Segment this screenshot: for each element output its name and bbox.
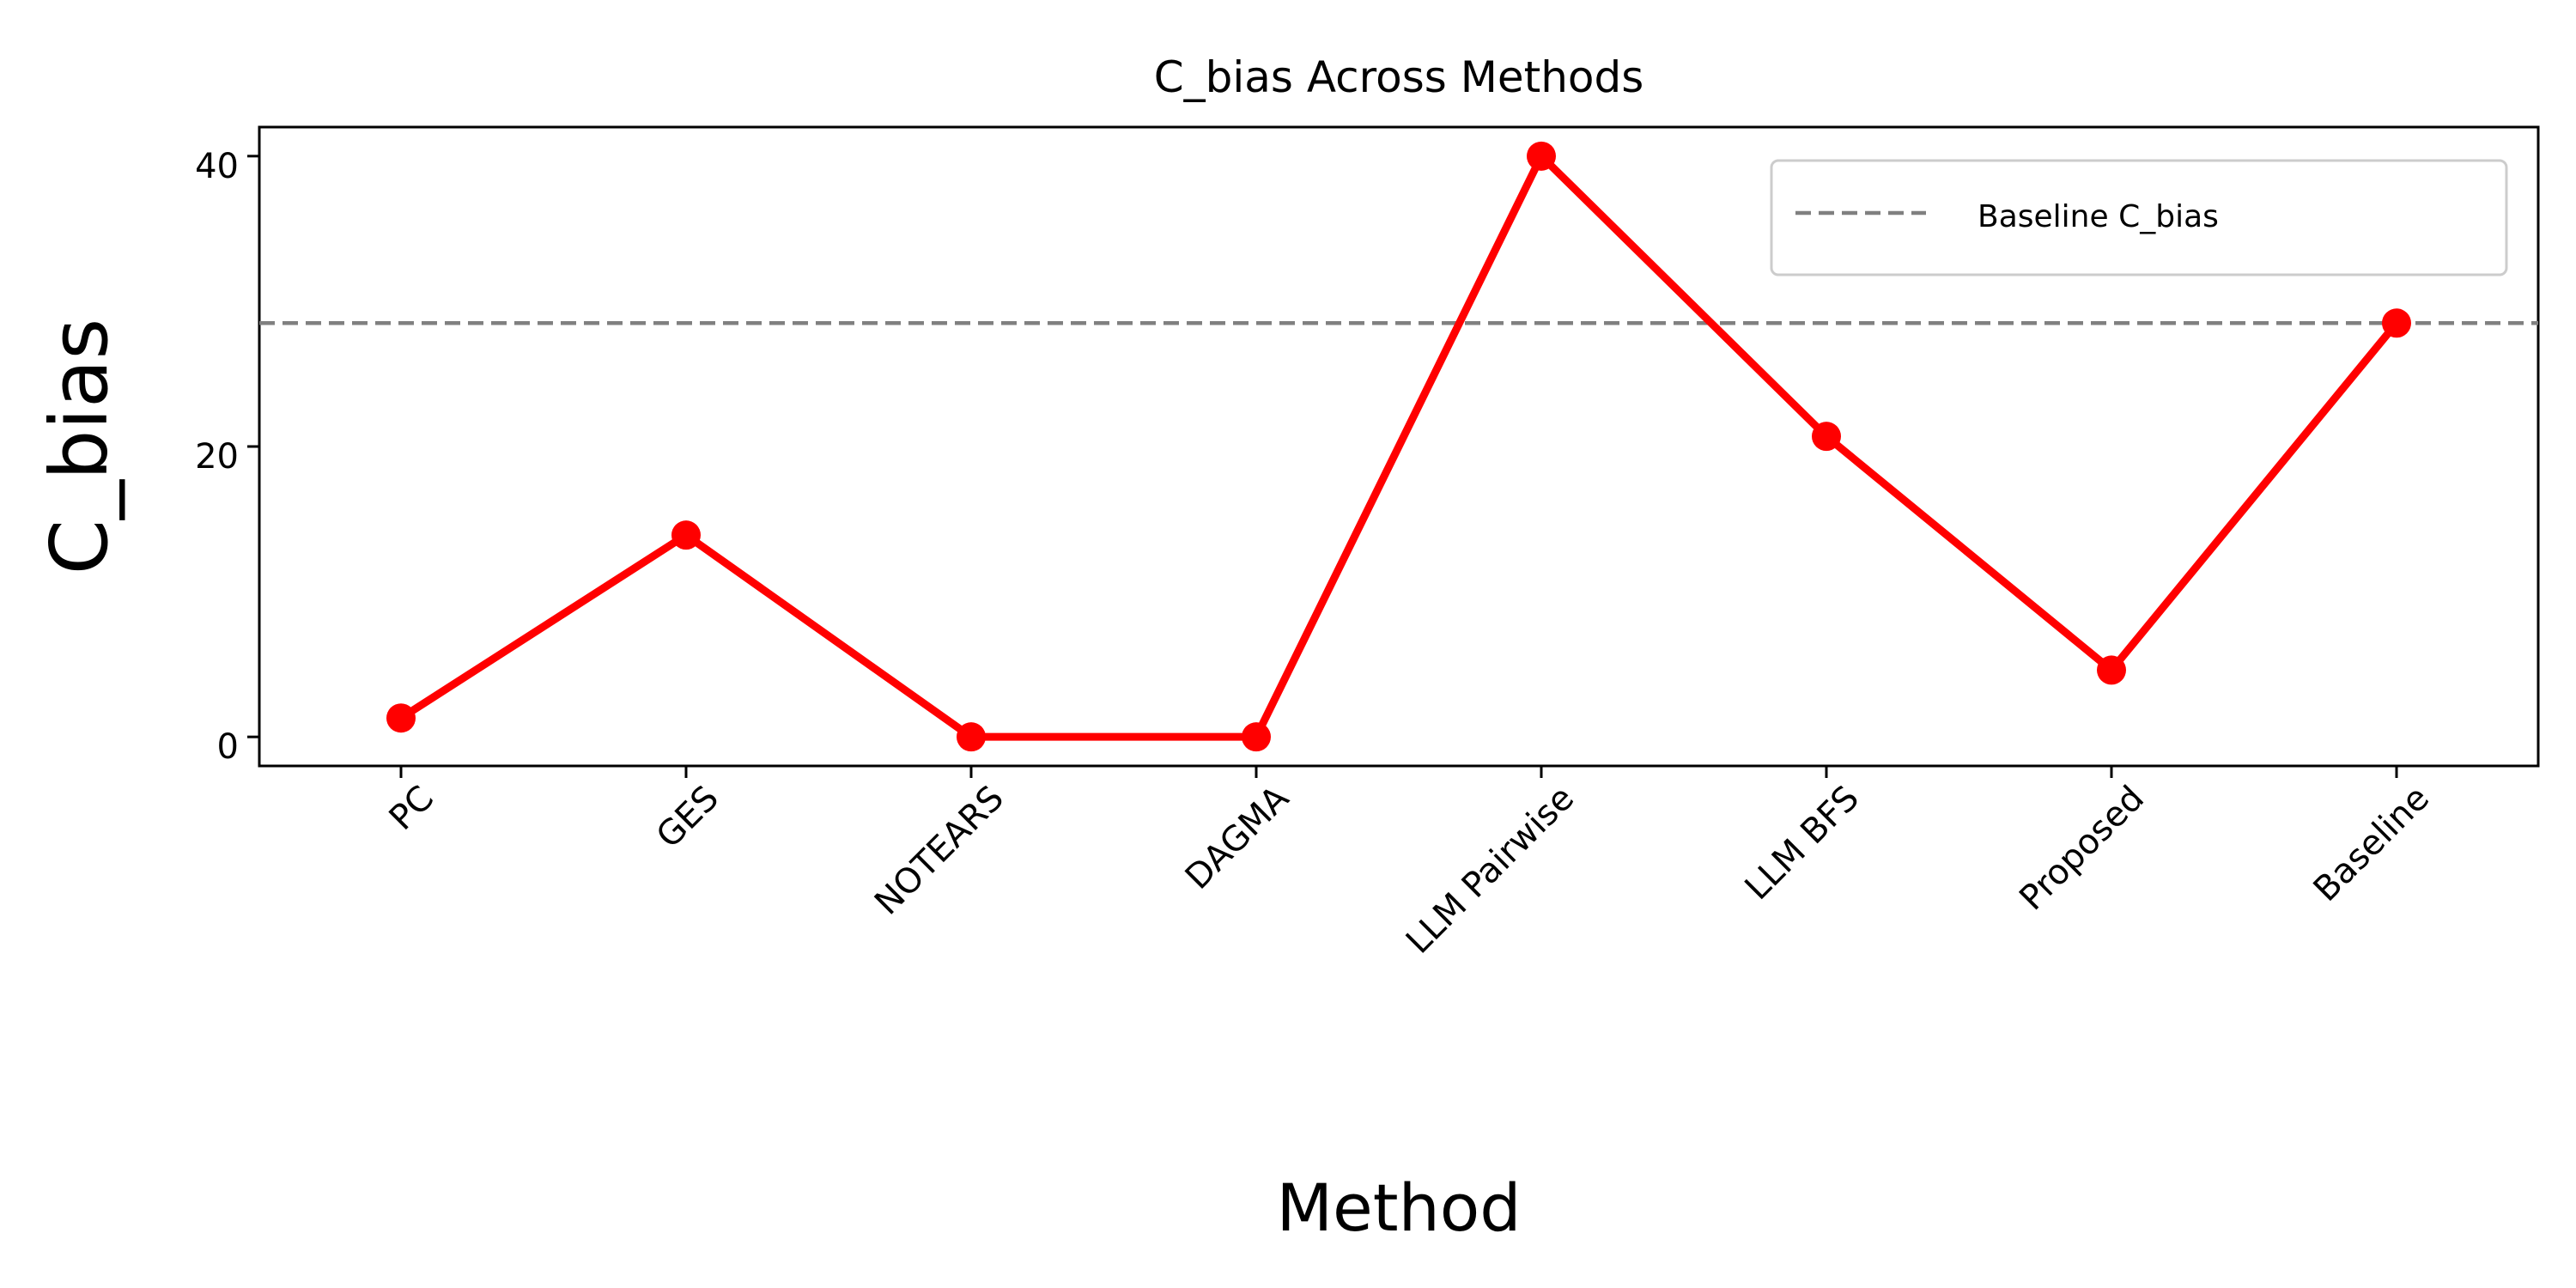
series-line [398, 152, 2400, 741]
x-tick-label: LLM BFS [1738, 779, 1868, 908]
legend-box [1770, 159, 2508, 276]
x-tick-label: GES [649, 779, 726, 856]
x-tick-label: PC [382, 779, 441, 838]
y-tick-label: 0 [217, 727, 239, 767]
y-tick-label: 20 [195, 437, 239, 477]
y-tick-label: 40 [195, 147, 239, 186]
x-axis-ticks: PC GES NOTEARS DAGMA LLM Pairwise LLM BFS Prop… [382, 766, 2437, 962]
x-tick-label: DAGMA [1178, 778, 1297, 897]
x-tick-label: Proposed [2012, 779, 2152, 919]
chart-title: C_bias Across Methods [1154, 52, 1644, 102]
data-point [386, 703, 416, 733]
data-point [2097, 655, 2126, 685]
legend: Baseline C_bias [1770, 159, 2508, 276]
data-points [386, 141, 2411, 752]
x-tick-label: NOTEARS [867, 779, 1012, 923]
data-point [1527, 141, 1556, 171]
x-tick-label: Baseline [2306, 779, 2437, 909]
data-point [1242, 722, 1271, 752]
y-axis-label: C_bias [33, 319, 125, 575]
x-axis-label: Method [1276, 1170, 1521, 1246]
y-axis-ticks: 0 20 40 [195, 147, 259, 767]
data-point [671, 520, 701, 550]
data-point [1812, 422, 1841, 452]
legend-label: Baseline C_bias [1978, 199, 2219, 234]
data-point [2382, 308, 2411, 338]
x-tick-label: LLM Pairwise [1399, 779, 1582, 962]
data-point [957, 722, 986, 752]
